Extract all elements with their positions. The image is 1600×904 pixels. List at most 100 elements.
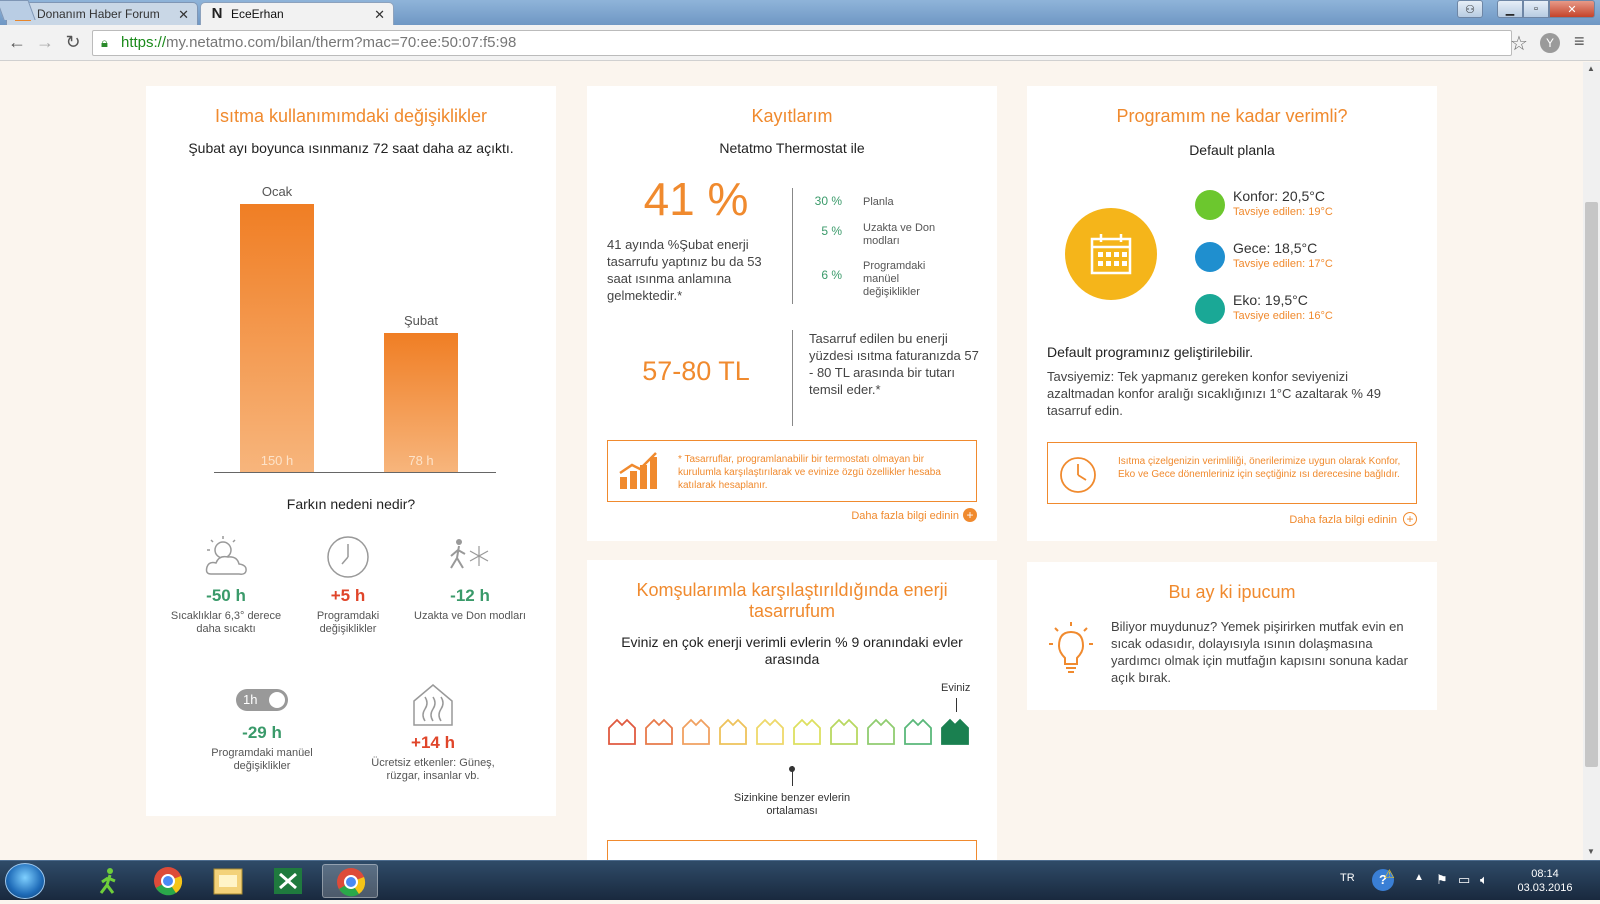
close-window-button[interactable]: ✕ — [1549, 0, 1595, 18]
card-title: Bu ay ki ipucum — [1168, 582, 1296, 602]
reason-title: Farkın nedeni nedir? — [286, 496, 416, 512]
flag-icon[interactable]: ⚑ — [1436, 872, 1448, 887]
tab-eceerhan[interactable]: N EceErhan ✕ — [200, 2, 394, 25]
chart-baseline — [214, 472, 496, 473]
card-title: Programım ne kadar verimli? — [1116, 106, 1348, 126]
chrome-icon[interactable] — [140, 864, 196, 898]
breakdown-pct: 30 % — [814, 194, 842, 208]
stat-value: -50 h — [206, 586, 246, 605]
mode-rec: Tavsiye edilen: 19°C — [1233, 206, 1333, 218]
mode-rec: Tavsiye edilen: 17°C — [1233, 258, 1333, 270]
breakdown-pct: 6 % — [821, 268, 842, 282]
stat-program-changes: +5 h Programdaki değişiklikler — [288, 534, 408, 636]
forward-icon[interactable]: → — [36, 32, 54, 52]
money-desc: Tasarruf edilen bu enerji yüzdesi ısıtma… — [809, 331, 979, 397]
card-title: Komşularımla karşılaştırıldığında enerji… — [636, 580, 948, 621]
plus-icon[interactable]: + — [963, 508, 977, 522]
divider — [792, 330, 793, 426]
show-hidden-icons[interactable]: ▲ — [1414, 872, 1424, 883]
savings-desc: 41 ayında %Şubat enerji tasarrufu yaptın… — [607, 237, 762, 303]
chrome-active-icon[interactable] — [322, 864, 378, 898]
neighbors-desc: Eviniz en çok enerji verimli evlerin % 9… — [621, 634, 963, 667]
file-explorer-icon[interactable] — [200, 864, 256, 898]
your-home-label: Eviniz — [941, 682, 971, 694]
clock-time: 08:14 — [1531, 868, 1559, 880]
network-icon[interactable]: ▭ — [1458, 872, 1471, 887]
scroll-up-icon[interactable]: ▲ — [1587, 64, 1595, 73]
sun-cloud-icon — [205, 536, 247, 575]
close-icon[interactable]: ✕ — [374, 7, 385, 22]
improve-text: Default programınız geliştirilebilir. — [1047, 344, 1254, 360]
breakdown-pct: 5 % — [821, 224, 842, 238]
comfort-dot — [1195, 190, 1225, 220]
user-icon[interactable]: ⚇ — [1457, 0, 1483, 18]
close-icon[interactable]: ✕ — [178, 7, 189, 22]
house-icon — [756, 718, 784, 745]
savings-percent: 41 % — [643, 173, 749, 225]
mode-name: Gece: 18,5°C — [1233, 240, 1318, 256]
help-icon[interactable]: ? — [1372, 869, 1394, 891]
your-home-marker — [956, 698, 957, 712]
house-icon — [719, 718, 747, 745]
stat-desc: Ücretsiz etkenler: Güneş, rüzgar, insanl… — [371, 757, 495, 782]
savings-card: Kayıtlarım Netatmo Thermostat ile 41 % 4… — [587, 86, 997, 541]
scrollbar-thumb[interactable] — [1585, 202, 1598, 767]
clock-date: 03.03.2016 — [1517, 882, 1573, 894]
stat-value: +5 h — [330, 586, 366, 605]
address-bar[interactable]: 🔒︎ https://my.netatmo.com/bilan/therm?ma… — [92, 30, 1512, 56]
bar-value-label: 78 h — [408, 453, 434, 468]
back-icon[interactable]: ← — [8, 32, 26, 52]
profile-avatar[interactable]: Y — [1540, 33, 1560, 53]
plan-name: Default planla — [1189, 142, 1275, 158]
chart-bar: 150 h — [240, 204, 314, 472]
card-subtitle: Şubat ayı boyunca ısınmanız 72 saat daha… — [188, 140, 514, 156]
stat-manual-changes: 1h -29 h Programdaki manüel değişiklikle… — [202, 681, 322, 773]
house-heat-icon — [413, 684, 453, 726]
stat-value: +14 h — [411, 733, 455, 752]
divider — [792, 188, 793, 304]
stat-free-factors: +14 h Ücretsiz etkenler: Güneş, rüzgar, … — [358, 681, 508, 783]
breakdown-label: Uzakta ve Don modları — [863, 222, 936, 247]
tab-label: EceErhan — [231, 7, 284, 21]
url-scheme: https:// — [121, 34, 167, 51]
bookmark-star-icon[interactable]: ☆ — [1510, 33, 1528, 55]
plus-icon[interactable]: + — [1403, 512, 1417, 526]
advice-text: Tavsiyemiz: Tek yapmanız gereken konfor … — [1047, 369, 1381, 418]
clock-icon — [1060, 457, 1096, 493]
menu-icon[interactable]: ≡ — [1574, 31, 1585, 51]
program-note-box: Isıtma çizelgenizin verimliliği, önerile… — [1047, 442, 1417, 504]
bar-category-label: Ocak — [261, 184, 293, 199]
more-info-link[interactable]: Daha fazla bilgi edinin — [851, 510, 959, 522]
runner-app-icon[interactable] — [80, 864, 136, 898]
savings-money: 57-80 TL — [642, 356, 750, 386]
stat-desc: Sıcaklıklar 6,3° derece daha sıcaktı — [170, 610, 282, 635]
warning-icon[interactable]: ⚠ — [1384, 867, 1395, 881]
house-icon — [608, 718, 636, 745]
chart-growth-icon — [619, 452, 657, 489]
page-scrollbar[interactable]: ▲ ▼ — [1583, 62, 1600, 860]
language-indicator[interactable]: TR — [1340, 872, 1355, 884]
calendar-badge — [1065, 208, 1157, 300]
heating-changes-card: Isıtma kullanımımdaki değişiklikler Şuba… — [146, 86, 556, 816]
scroll-down-icon[interactable]: ▼ — [1587, 847, 1595, 856]
windows-taskbar: TR ? ⚠ ▲ ⚑ ▭ 🔈︎ 08:14 03.03.2016 — [0, 860, 1600, 900]
breakdown-label: Programdaki manüel değişiklikler — [863, 260, 926, 298]
house-icon — [645, 718, 673, 745]
system-clock[interactable]: 08:14 03.03.2016 — [1515, 867, 1575, 895]
url-path: my.netatmo.com/bilan/therm?mac=70:ee:50:… — [166, 34, 517, 51]
maximize-button[interactable]: ▫ — [1523, 0, 1549, 18]
tab-donanim-haber[interactable]: DH Donanım Haber Forum ✕ — [6, 2, 198, 25]
minimize-button[interactable]: ▁ — [1497, 0, 1523, 18]
bar-category-label: Şubat — [404, 313, 438, 328]
house-icon — [867, 718, 895, 745]
reload-icon[interactable]: ↻ — [65, 32, 81, 52]
average-marker — [792, 766, 793, 786]
savings-note: * Tasarruflar, programlanabilir bir term… — [678, 454, 941, 491]
chart-bar: 78 h — [384, 333, 458, 472]
excel-icon[interactable] — [260, 864, 316, 898]
more-info-link[interactable]: Daha fazla bilgi edinin — [1289, 514, 1397, 526]
volume-icon[interactable]: 🔈︎ — [1480, 872, 1488, 887]
start-button[interactable] — [5, 863, 45, 899]
mode-name: Konfor: 20,5°C — [1233, 188, 1325, 204]
window-titlebar: DH Donanım Haber Forum ✕ N EceErhan ✕ ⚇ … — [0, 0, 1600, 25]
